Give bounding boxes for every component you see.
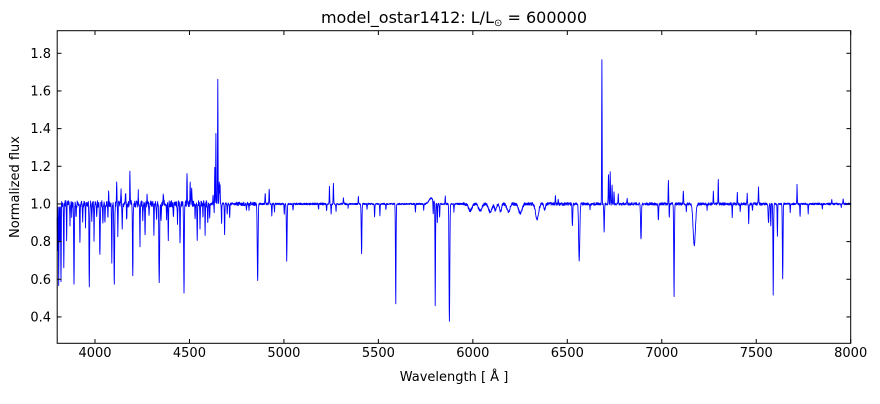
y-tick-label-0.8: 0.8 [30, 235, 51, 250]
chart-title-main: model_ostar1412: L/L [321, 8, 494, 28]
plot-frame [56, 30, 852, 344]
x-tick-label-6500: 6500 [551, 346, 584, 361]
x-tick-label-4000: 4000 [78, 346, 111, 361]
axis-tick-marks [57, 30, 852, 344]
y-tick-label-0.4: 0.4 [30, 310, 51, 325]
y-tick-label-1.6: 1.6 [30, 84, 51, 99]
spectrum-line [56, 59, 852, 322]
x-tick-label-6000: 6000 [456, 346, 489, 361]
y-tick-label-1.0: 1.0 [30, 197, 51, 212]
x-tick-label-8000: 8000 [834, 346, 867, 361]
y-tick-label-1.4: 1.4 [30, 122, 51, 137]
chart-title: model_ostar1412: L/L⊙ = 600000 [321, 8, 587, 29]
y-tick-label-1.8: 1.8 [30, 47, 51, 62]
chart-title-suffix: = 600000 [502, 8, 587, 27]
solar-symbol: ⊙ [494, 18, 502, 29]
x-axis-label: Wavelength [ Å ] [400, 369, 509, 385]
x-tick-label-5500: 5500 [362, 346, 395, 361]
x-tick-label-7000: 7000 [645, 346, 678, 361]
y-tick-label-0.6: 0.6 [30, 273, 51, 288]
y-axis-label: Normalized flux [8, 136, 23, 238]
x-tick-label-7500: 7500 [740, 346, 773, 361]
axis-tick-labels: 4000 4500 5000 5500 6000 6500 7000 7500 8000 0.4 0… [30, 47, 867, 361]
x-tick-label-4500: 4500 [173, 346, 206, 361]
x-tick-label-5000: 5000 [267, 346, 300, 361]
y-tick-label-1.2: 1.2 [30, 160, 51, 175]
